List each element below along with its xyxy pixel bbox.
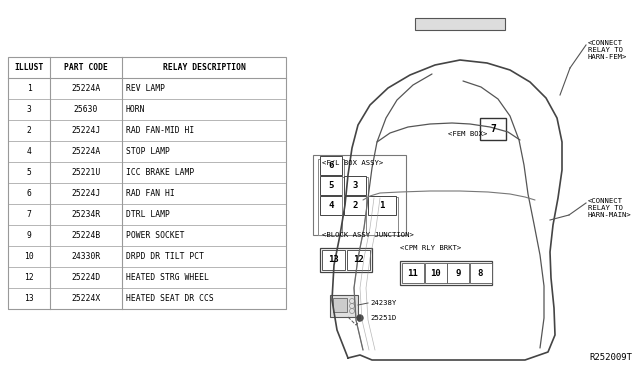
Bar — [313, 155, 406, 235]
Text: STOP LAMP: STOP LAMP — [126, 147, 170, 156]
Text: 25224A: 25224A — [72, 84, 100, 93]
Text: 10: 10 — [430, 269, 441, 278]
Text: 1: 1 — [27, 84, 31, 93]
Text: <BLOCK ASSY JUNCTION>: <BLOCK ASSY JUNCTION> — [322, 232, 414, 238]
Text: 24330R: 24330R — [72, 252, 100, 261]
Text: 6: 6 — [27, 189, 31, 198]
Bar — [447, 263, 469, 283]
Text: HORN: HORN — [126, 105, 145, 114]
Text: HEATED SEAT DR CCS: HEATED SEAT DR CCS — [126, 294, 214, 303]
Text: 25224A: 25224A — [72, 147, 100, 156]
Bar — [400, 261, 492, 285]
Text: 25221U: 25221U — [72, 168, 100, 177]
Text: 25224B: 25224B — [72, 231, 100, 240]
Text: DTRL LAMP: DTRL LAMP — [126, 210, 170, 219]
Text: 7: 7 — [490, 124, 496, 134]
Text: RAD FAN-MID HI: RAD FAN-MID HI — [126, 126, 195, 135]
Bar — [470, 263, 492, 283]
Text: 2: 2 — [352, 201, 358, 210]
Bar — [320, 196, 342, 215]
Text: 10: 10 — [24, 252, 34, 261]
Text: 1: 1 — [380, 201, 385, 210]
Bar — [322, 250, 345, 270]
Text: 25224J: 25224J — [72, 126, 100, 135]
Text: <FEM BOX>: <FEM BOX> — [448, 131, 488, 137]
Text: 3: 3 — [352, 181, 358, 190]
Bar — [320, 248, 372, 272]
Text: 25224D: 25224D — [72, 273, 100, 282]
Text: 8: 8 — [478, 269, 483, 278]
Text: 25224X: 25224X — [72, 294, 100, 303]
Text: 25251D: 25251D — [370, 315, 396, 321]
Bar — [333, 298, 347, 312]
Text: 25224J: 25224J — [72, 189, 100, 198]
Text: 5: 5 — [328, 181, 333, 190]
Bar — [320, 176, 342, 195]
Text: 9: 9 — [455, 269, 461, 278]
Bar — [480, 118, 506, 140]
Bar — [342, 177, 368, 235]
Text: 3: 3 — [27, 105, 31, 114]
Text: 11: 11 — [408, 269, 419, 278]
Bar — [318, 159, 344, 235]
Text: ILLUST: ILLUST — [14, 63, 44, 72]
Bar — [330, 295, 358, 317]
Bar — [347, 250, 370, 270]
Text: RELAY DESCRIPTION: RELAY DESCRIPTION — [163, 63, 245, 72]
Bar — [368, 196, 396, 215]
Bar — [415, 18, 505, 30]
Text: PART CODE: PART CODE — [64, 63, 108, 72]
Bar — [424, 263, 447, 283]
Text: 13: 13 — [24, 294, 34, 303]
Circle shape — [357, 315, 363, 321]
Bar — [320, 156, 342, 175]
Bar — [402, 263, 424, 283]
Text: <F/L BOX ASSY>: <F/L BOX ASSY> — [322, 160, 383, 166]
Text: 12: 12 — [353, 256, 364, 264]
Text: 4: 4 — [27, 147, 31, 156]
Bar — [344, 176, 366, 195]
Bar — [8, 57, 286, 309]
Text: 12: 12 — [24, 273, 34, 282]
Text: 9: 9 — [27, 231, 31, 240]
Text: <CPM RLY BRKT>: <CPM RLY BRKT> — [400, 245, 461, 251]
Text: DRPD DR TILT PCT: DRPD DR TILT PCT — [126, 252, 204, 261]
Text: 5: 5 — [27, 168, 31, 177]
Text: RAD FAN HI: RAD FAN HI — [126, 189, 175, 198]
Text: 13: 13 — [328, 256, 339, 264]
Bar — [366, 197, 398, 235]
Text: <CONNECT
RELAY TO
HARN-FEM>: <CONNECT RELAY TO HARN-FEM> — [588, 40, 627, 60]
Text: 6: 6 — [328, 161, 333, 170]
Text: 2: 2 — [27, 126, 31, 135]
Text: POWER SOCKET: POWER SOCKET — [126, 231, 184, 240]
Text: ICC BRAKE LAMP: ICC BRAKE LAMP — [126, 168, 195, 177]
Text: REV LAMP: REV LAMP — [126, 84, 165, 93]
Text: 7: 7 — [27, 210, 31, 219]
Text: <CONNECT
RELAY TO
HARN-MAIN>: <CONNECT RELAY TO HARN-MAIN> — [588, 198, 632, 218]
Text: 25234R: 25234R — [72, 210, 100, 219]
Text: R252009T: R252009T — [589, 353, 632, 362]
Text: 24238Y: 24238Y — [370, 300, 396, 306]
Text: HEATED STRG WHEEL: HEATED STRG WHEEL — [126, 273, 209, 282]
Bar — [344, 196, 366, 215]
Text: 25630: 25630 — [74, 105, 98, 114]
Text: 4: 4 — [328, 201, 333, 210]
